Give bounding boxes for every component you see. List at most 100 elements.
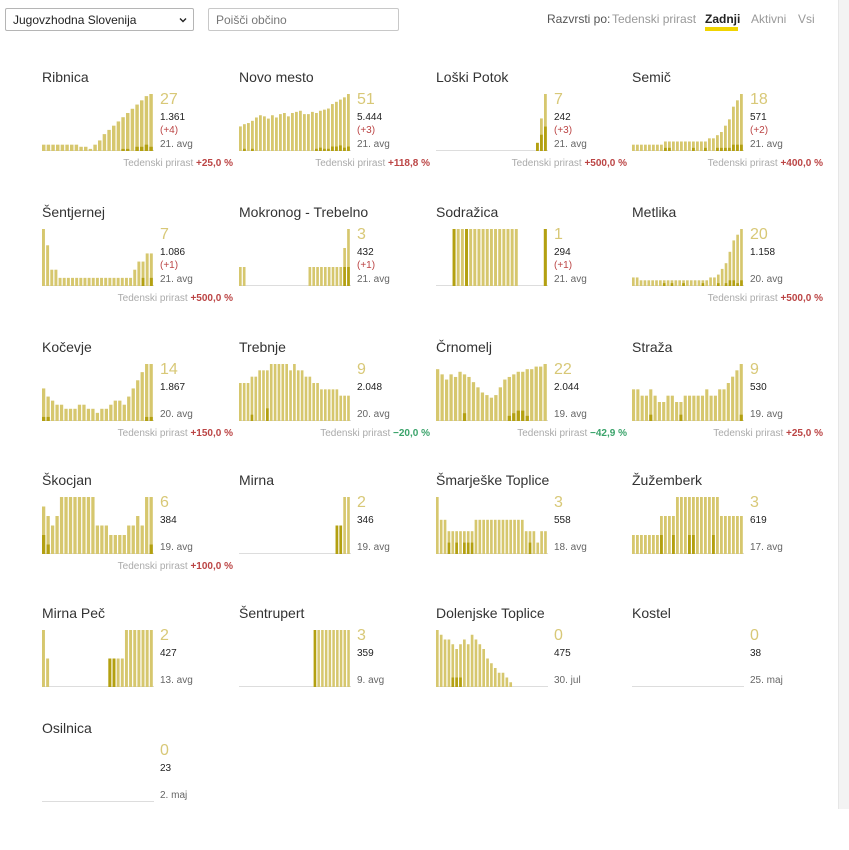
chart-bar xyxy=(447,639,451,687)
region-select[interactable]: Jugovzhodna Slovenija xyxy=(5,8,194,31)
cases-bar-chart xyxy=(42,229,154,286)
daily-change: (+1) xyxy=(357,260,376,271)
chart-bar xyxy=(331,267,335,286)
chart-bar-new-cases xyxy=(42,535,46,554)
chart-bar-new-cases xyxy=(692,147,695,151)
weekly-growth-label: Tedenski prirast xyxy=(511,158,582,169)
chart-bar xyxy=(736,100,739,151)
chart-bar xyxy=(113,535,117,554)
chart-bar xyxy=(289,370,292,421)
municipality-card[interactable]: Kočevje 14 1.867 20. avg Tedenski prirast +1… xyxy=(42,339,233,469)
chart-bar-new-cases xyxy=(144,144,149,151)
chart-bar-new-cases xyxy=(347,146,350,151)
municipality-card[interactable]: Osilnica 0 23 2. maj xyxy=(42,720,232,850)
chart-bar xyxy=(109,404,113,421)
sort-option-all[interactable]: Vsi xyxy=(798,12,815,26)
chart-bar-new-cases xyxy=(462,413,467,421)
weekly-growth-value: +500,0 % xyxy=(190,293,233,304)
chart-bar xyxy=(137,630,141,687)
chart-bar-new-cases xyxy=(347,267,350,286)
chart-bar xyxy=(501,519,505,554)
municipality-card[interactable]: Šentrupert 3 359 9. avg xyxy=(239,605,429,735)
chart-bar-new-cases xyxy=(339,525,343,554)
chart-bar xyxy=(339,99,342,151)
chart-bar xyxy=(490,663,493,687)
municipality-card[interactable]: Novo mesto 51 5.444 (+3) 21. avg Tedenski pri… xyxy=(239,69,430,199)
municipality-card[interactable]: Dolenjske Toplice 0 475 30. jul xyxy=(436,605,626,735)
municipality-card[interactable]: Semič 18 571 (+2) 21. avg Tedenski prirast +4… xyxy=(632,69,823,199)
side-scroll-rail[interactable] xyxy=(838,0,849,809)
chart-bar xyxy=(335,267,339,286)
chart-bar xyxy=(59,404,64,421)
sort-option-weekly-growth[interactable]: Tedenski prirast xyxy=(612,12,697,26)
last-case-date: 20. avg xyxy=(160,409,193,420)
weekly-growth-value: −20,0 % xyxy=(393,428,430,439)
municipality-card[interactable]: Mirna 2 346 19. avg xyxy=(239,472,429,602)
last-case-date: 19. avg xyxy=(160,542,193,553)
chart-bar xyxy=(672,141,675,151)
chart-bar xyxy=(696,141,699,151)
chart-bar xyxy=(696,395,700,421)
chart-bar xyxy=(463,639,466,687)
chart-bar xyxy=(95,412,100,421)
municipality-card[interactable]: Metlika 20 1.158 20. avg Tedenski prirast +5… xyxy=(632,204,823,334)
municipality-name: Semič xyxy=(632,69,671,85)
chart-bar xyxy=(684,497,687,554)
chart-bar xyxy=(489,229,493,286)
chart-bar xyxy=(46,516,50,554)
chart-bar xyxy=(455,649,458,687)
chart-bar xyxy=(116,121,121,151)
chart-bar xyxy=(652,144,655,151)
chart-bar-new-cases xyxy=(121,148,125,151)
municipality-card[interactable]: Škocjan 6 384 19. avg Tedenski prirast +100,… xyxy=(42,472,233,602)
sort-option-active[interactable]: Aktivni xyxy=(751,12,787,26)
chart-bar xyxy=(704,497,707,554)
chart-bar xyxy=(722,389,726,421)
chart-bar xyxy=(122,535,126,554)
sort-option-latest[interactable]: Zadnji xyxy=(705,12,741,26)
municipality-card[interactable]: Šmarješke Toplice 3 558 18. avg xyxy=(436,472,626,602)
municipality-card[interactable]: Ribnica 27 1.361 (+4) 21. avg Tedenski priras… xyxy=(42,69,233,199)
last-case-date: 25. maj xyxy=(750,675,783,686)
municipality-card[interactable]: Kostel 0 38 25. maj xyxy=(632,605,822,735)
active-cases-count: 9 xyxy=(357,361,366,378)
active-cases-count: 3 xyxy=(357,627,366,644)
chart-bar xyxy=(126,113,130,151)
municipality-card[interactable]: Straža 9 530 19. avg Tedenski prirast +25,0 … xyxy=(632,339,823,469)
weekly-growth: Tedenski prirast −20,0 % xyxy=(320,428,430,439)
municipality-card[interactable]: Sodražica 1 294 (+1) 21. avg xyxy=(436,204,626,334)
chart-bar xyxy=(50,525,55,554)
chart-bar xyxy=(532,531,536,554)
chart-bar xyxy=(315,113,318,151)
daily-change: (+3) xyxy=(357,125,376,136)
weekly-growth: Tedenski prirast +500,0 % xyxy=(118,293,233,304)
chart-bar-new-cases xyxy=(536,142,539,151)
chart-bar-new-cases xyxy=(649,414,653,421)
chart-bar xyxy=(662,280,666,286)
municipality-card[interactable]: Trebnje 9 2.048 20. avg Tedenski prirast −20… xyxy=(239,339,430,469)
chart-bar-new-cases xyxy=(662,283,666,286)
municipality-card[interactable]: Mirna Peč 2 427 13. avg xyxy=(42,605,232,735)
chart-bar xyxy=(46,658,50,687)
municipality-card[interactable]: Loški Potok 7 242 (+3) 21. avg Tedenski prira… xyxy=(436,69,627,199)
chart-bar xyxy=(503,379,507,421)
chart-bar xyxy=(439,519,443,554)
chart-bar xyxy=(731,376,735,421)
municipality-card[interactable]: Šentjernej 7 1.086 (+1) 21. avg Tedenski prir… xyxy=(42,204,233,334)
daily-change: (+3) xyxy=(554,125,573,136)
municipality-card[interactable]: Žužemberk 3 619 17. avg xyxy=(632,472,822,602)
last-case-date: 21. avg xyxy=(357,274,390,285)
chart-bar xyxy=(534,366,538,421)
municipality-card[interactable]: Črnomelj 22 2.044 19. avg Tedenski prirast −… xyxy=(436,339,627,469)
cases-bar-chart xyxy=(632,94,744,151)
total-cases: 432 xyxy=(357,247,374,258)
cases-bar-chart xyxy=(42,630,154,687)
search-input[interactable] xyxy=(208,8,399,31)
chart-bar xyxy=(46,144,51,151)
municipality-card[interactable]: Mokronog - Trebelno 3 432 (+1) 21. avg xyxy=(239,204,429,334)
daily-change: (+2) xyxy=(750,125,769,136)
chart-bar xyxy=(688,497,691,554)
chart-bar-new-cases xyxy=(740,144,743,151)
chart-bar xyxy=(243,124,246,151)
chart-bar xyxy=(728,119,731,151)
